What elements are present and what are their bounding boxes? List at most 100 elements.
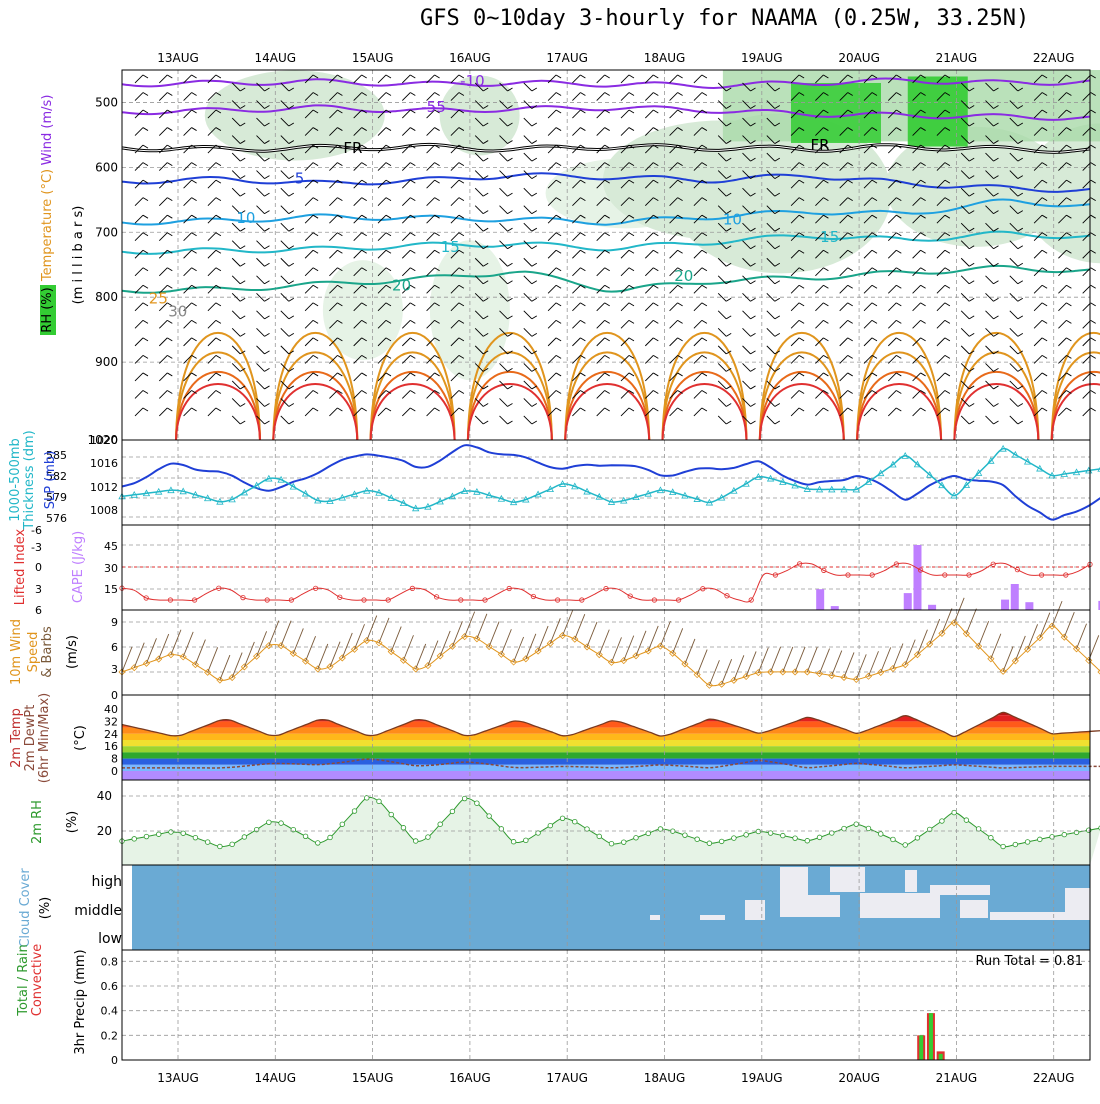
- wind-barb: [693, 179, 703, 189]
- cloud-units: (%): [38, 897, 53, 920]
- thickness-marker: [852, 485, 860, 493]
- wind-speed-marker: [583, 643, 591, 651]
- wind-barb-flag: [312, 407, 319, 412]
- lifted-index-marker: [1039, 572, 1045, 578]
- wind-barb-flag: [750, 210, 756, 215]
- rh-marker: [865, 825, 872, 832]
- wind-barb: [596, 92, 606, 101]
- wind-barb-flag: [337, 337, 343, 342]
- contour-label: 20: [392, 277, 411, 295]
- wind-barb: [134, 197, 144, 206]
- wind-barb-flag: [555, 372, 562, 377]
- wind-barb: [815, 320, 824, 329]
- wind-barb: [887, 302, 897, 312]
- wind-barb-flag: [798, 390, 805, 394]
- rh-marker: [988, 835, 994, 841]
- wind-barb-flag: [701, 144, 708, 149]
- wind-barb-flag: [774, 385, 781, 390]
- wind-barb: [134, 267, 144, 277]
- wind-barb: [256, 310, 265, 320]
- wind-barb: [960, 415, 970, 425]
- rh-marker: [498, 826, 505, 832]
- wind-barb-flag: [458, 249, 465, 254]
- wind-barb: [304, 127, 314, 136]
- wind-barb: [1027, 624, 1038, 650]
- wind-barb: [815, 232, 824, 242]
- wind-barb-flag: [1066, 232, 1072, 237]
- wind-barb: [693, 197, 703, 206]
- wind-barb-flag: [434, 127, 440, 131]
- wind-barb-flag: [1066, 249, 1072, 254]
- wind-barb: [499, 257, 508, 267]
- rh-marker: [364, 795, 370, 801]
- wind-barb-flag: [142, 74, 149, 79]
- thickness-marker: [620, 496, 628, 504]
- wind-barb-flag: [555, 355, 562, 359]
- wind-barb-flag: [1066, 179, 1072, 184]
- wind-barb: [474, 310, 484, 320]
- wind-barb-flag: [312, 355, 319, 359]
- wind-barb-flag: [482, 350, 489, 355]
- wind-barb-flag: [871, 267, 878, 272]
- lifted-index-tick: 0: [35, 561, 42, 574]
- thickness-marker: [301, 489, 310, 497]
- wind-barb: [134, 337, 144, 347]
- wind-barb-flag: [410, 319, 416, 324]
- wind-barb: [596, 144, 606, 154]
- thickness-marker: [534, 490, 542, 498]
- wind-barb-flag: [628, 337, 635, 342]
- wind-barb: [819, 648, 830, 674]
- wind-speed-marker: [1024, 645, 1032, 653]
- wind-barb: [401, 144, 411, 154]
- wind-barb: [669, 320, 678, 329]
- thickness-marker: [730, 486, 738, 494]
- wind-barb: [620, 372, 630, 382]
- wind-barb-flag: [385, 92, 392, 96]
- wind-barb: [537, 625, 549, 652]
- wind-barb: [770, 646, 782, 673]
- rh-marker: [449, 808, 456, 815]
- wind-barb-flag: [823, 390, 829, 394]
- thickness-marker: [338, 493, 346, 501]
- wind-barb: [450, 197, 460, 206]
- wind-barb: [887, 249, 897, 259]
- wind-barb: [450, 74, 460, 84]
- wind-barb-flag: [920, 249, 926, 254]
- wind-barb-flag: [142, 162, 149, 166]
- wind-barb-flag: [531, 262, 538, 267]
- wind-barb-flag: [701, 109, 708, 114]
- wind-speed-marker: [1085, 656, 1093, 664]
- wind-barb: [183, 74, 192, 84]
- wind-barb: [474, 415, 484, 425]
- wind-barb: [280, 222, 290, 232]
- slp-frame: [121, 439, 1091, 526]
- wind-barb-flag: [337, 179, 343, 184]
- thickness-marker: [473, 487, 481, 495]
- wind-barb: [427, 640, 439, 666]
- wind-barb: [523, 328, 533, 337]
- wind-barb: [887, 162, 897, 171]
- upper-wind-barbs: [134, 74, 1096, 425]
- wind-barb-flag: [434, 407, 440, 412]
- wind-barb: [863, 214, 873, 224]
- wind-barb: [1058, 355, 1067, 364]
- top-date-labels: 13AUG 14AUG 15AUG 16AUG 17AUG 18AUG 19AUG 20AUG…: [157, 51, 1074, 65]
- wind-barb: [450, 355, 460, 364]
- wind-barb: [742, 292, 751, 302]
- wind-barb-flag: [774, 297, 781, 302]
- wind-speed-marker: [558, 632, 567, 640]
- wind-barb: [547, 179, 557, 189]
- wind-barb: [863, 74, 873, 84]
- wind-barb: [839, 109, 849, 119]
- wind-barb-flag: [507, 227, 513, 232]
- wind-barb: [620, 92, 630, 101]
- wind-barb: [839, 249, 849, 259]
- wind-barb-flag: [701, 267, 708, 272]
- wind-barb: [985, 275, 994, 285]
- cape-bar: [903, 593, 912, 610]
- wind-barb: [499, 240, 508, 250]
- wind-barb: [207, 267, 217, 277]
- wind-barb: [644, 372, 654, 382]
- wind-barb: [474, 100, 484, 109]
- wind-barb-flag: [239, 157, 246, 162]
